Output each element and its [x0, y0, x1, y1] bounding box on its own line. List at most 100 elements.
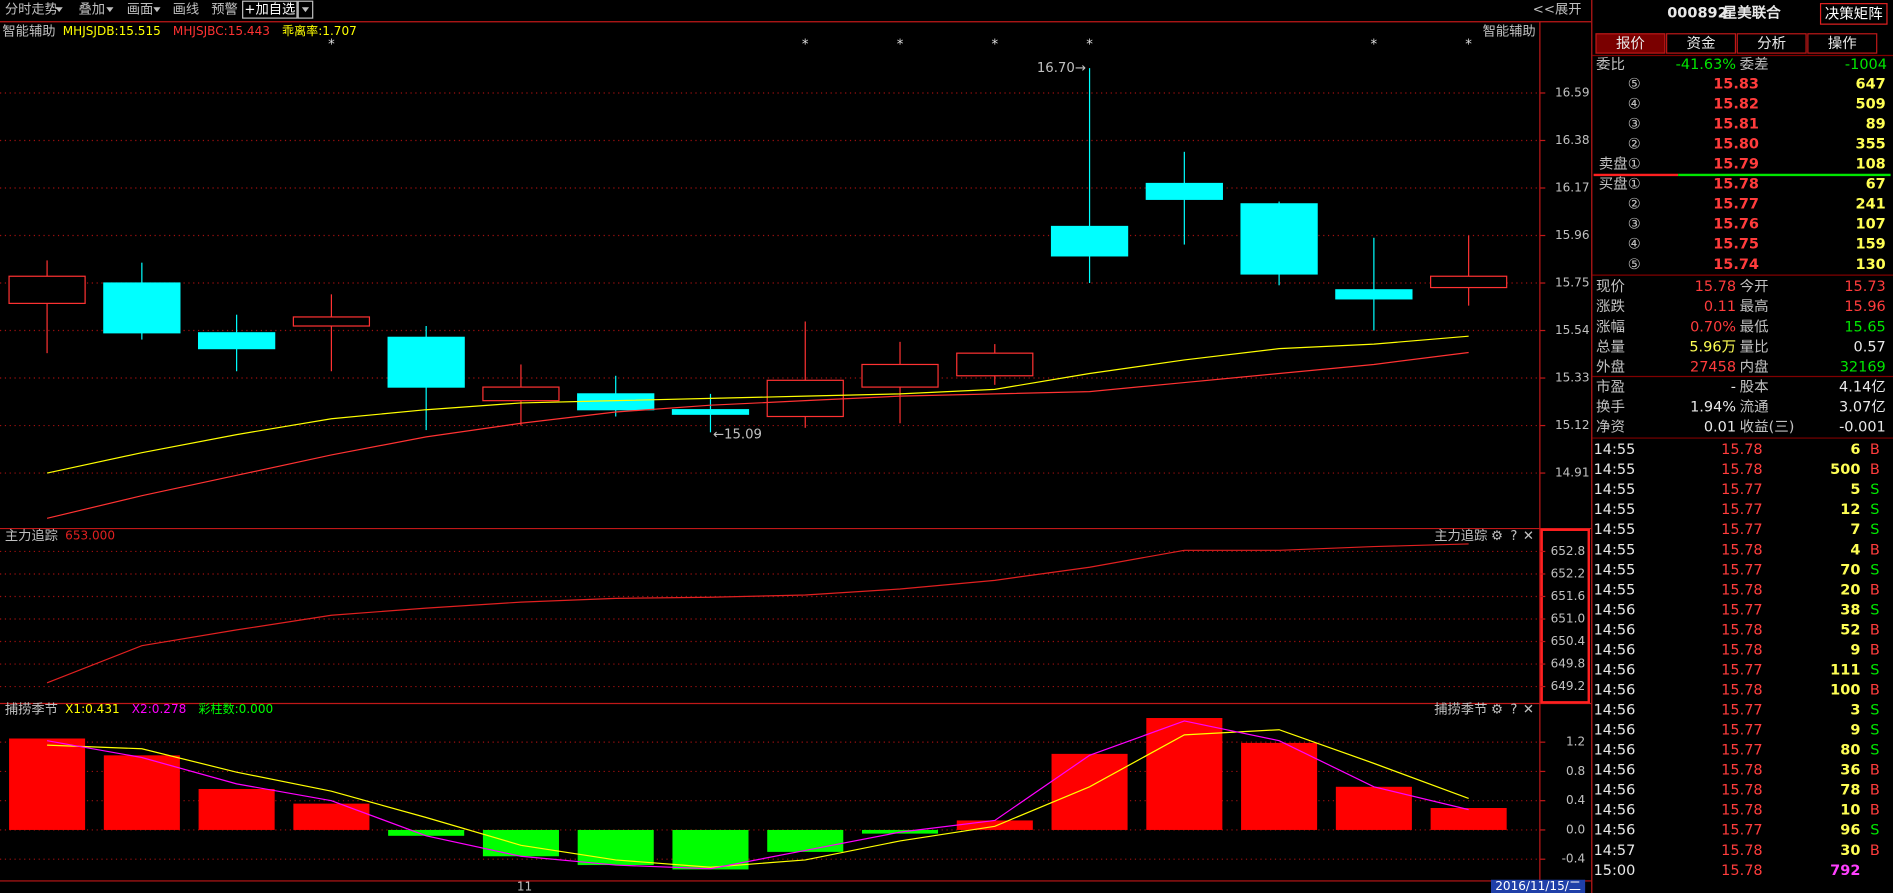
expand-button[interactable]: <<展开: [1533, 3, 1582, 18]
trade-side: B: [1870, 843, 1880, 859]
add-button[interactable]: +加自选: [244, 2, 295, 18]
y-tick-label: 15.75: [1555, 276, 1590, 290]
toolbar-item[interactable]: 画面: [127, 3, 154, 18]
level-label: ③: [1628, 217, 1641, 233]
bar: [103, 755, 180, 830]
level-volume: 355: [1856, 137, 1886, 153]
trade-price: 15.77: [1721, 602, 1762, 618]
level-price: 15.78: [1713, 177, 1759, 193]
candle-body: [956, 352, 1034, 377]
stat-label: 量比: [1740, 338, 1769, 355]
trade-side: S: [1870, 743, 1879, 759]
candle-body: [1050, 225, 1129, 257]
tab[interactable]: 资金: [1687, 35, 1716, 52]
dropdown-icon[interactable]: [153, 7, 161, 13]
y-tick-label: 0.8: [1566, 764, 1585, 778]
date: 2016/11/15/二: [1495, 879, 1581, 893]
toolbar-item[interactable]: 画线: [173, 2, 200, 18]
dropdown-icon[interactable]: [301, 7, 310, 13]
trade-volume: 38: [1840, 602, 1860, 618]
trade-side: S: [1870, 703, 1879, 719]
level-label: ②: [1628, 137, 1641, 153]
matrix-button[interactable]: 决策矩阵: [1825, 5, 1883, 22]
more-box[interactable]: [297, 0, 314, 19]
trade-volume: 792: [1830, 863, 1860, 879]
label: 委差: [1740, 56, 1769, 73]
bar: [767, 829, 844, 852]
toolbar-arrows: [55, 0, 314, 19]
stat-value: 4.14亿: [1839, 378, 1886, 395]
trade-volume: 9: [1850, 642, 1860, 658]
level-label: ④: [1628, 97, 1641, 113]
trade-price: 15.77: [1721, 562, 1762, 578]
low-label: ←15.09: [713, 428, 762, 443]
trade-time: 14:56: [1594, 662, 1636, 678]
level-label: ②: [1628, 197, 1641, 213]
button-box[interactable]: [1819, 3, 1888, 25]
stat-value: 27458: [1690, 359, 1736, 375]
tab-box[interactable]: [1736, 33, 1807, 54]
add-box[interactable]: [242, 0, 298, 19]
signal-marker: *: [328, 38, 335, 53]
help-icon[interactable]: ?: [1510, 703, 1517, 718]
candle-body: [861, 363, 939, 388]
help-icon[interactable]: ?: [1510, 529, 1517, 544]
frame: [0, 0, 1593, 893]
stat-value: 3.07亿: [1839, 398, 1886, 415]
stock-name: 星美联合: [1723, 3, 1781, 21]
trade-volume: 96: [1840, 823, 1860, 839]
trade-time: 15:00: [1594, 863, 1636, 879]
y-tick-label: 15.12: [1555, 418, 1590, 432]
trade-price: 15.78: [1721, 683, 1762, 699]
bar: [1241, 742, 1318, 830]
tab[interactable]: 操作: [1828, 35, 1857, 52]
stat-label: 最低: [1740, 318, 1769, 335]
close-icon[interactable]: ✕: [1523, 529, 1534, 544]
stat-label: 涨跌: [1596, 298, 1625, 315]
trade-time: 14:55: [1594, 462, 1636, 478]
trade-volume: 500: [1830, 462, 1860, 478]
tab-box[interactable]: [1666, 33, 1737, 54]
date-box: [1490, 879, 1586, 893]
stat-value: 0.57: [1854, 339, 1886, 355]
stat-value: 5.96万: [1689, 339, 1736, 355]
level-volume: 108: [1856, 157, 1886, 173]
stat-label: 收益(三): [1740, 418, 1795, 435]
trade-price: 15.77: [1721, 522, 1762, 538]
toolbar-item[interactable]: 预警: [211, 2, 238, 18]
tab-box[interactable]: [1807, 33, 1878, 54]
tab[interactable]: 分析: [1757, 35, 1786, 52]
candle-body: [1335, 289, 1413, 300]
y-tick-label: -0.4: [1562, 852, 1586, 866]
trade-volume: 78: [1840, 783, 1860, 799]
trade-side: B: [1870, 642, 1880, 658]
tab[interactable]: 报价: [1616, 35, 1645, 52]
high-label: 16.70→: [1037, 61, 1086, 76]
trade-price: 15.78: [1721, 542, 1762, 558]
trade-time: 14:56: [1594, 723, 1636, 739]
candle-body: [197, 332, 276, 350]
toolbar-item[interactable]: 叠加: [78, 2, 105, 18]
close-icon[interactable]: ✕: [1523, 703, 1534, 718]
candle-body: [482, 386, 560, 402]
trade-volume: 100: [1830, 683, 1860, 699]
legend-entry: 653.000: [65, 528, 115, 542]
trade-time: 14:55: [1594, 562, 1636, 578]
dropdown-icon[interactable]: [55, 7, 63, 13]
level-volume: 130: [1856, 257, 1886, 273]
trade-time: 14:56: [1594, 642, 1636, 658]
trade-volume: 80: [1840, 743, 1860, 759]
trade-price: 15.78: [1721, 783, 1762, 799]
stat-value: 1.94%: [1690, 399, 1736, 415]
trade-price: 15.77: [1721, 662, 1762, 678]
settings-icon[interactable]: ⚙: [1491, 703, 1503, 718]
settings-icon[interactable]: ⚙: [1491, 529, 1503, 544]
tab-box[interactable]: [1595, 33, 1666, 54]
toolbar-item[interactable]: 分时走势: [5, 2, 58, 18]
dropdown-icon[interactable]: [106, 7, 114, 13]
candle-body: [1430, 275, 1508, 289]
candle-body: [103, 282, 181, 334]
trade-side: B: [1870, 803, 1880, 819]
y-tick-label: 651.0: [1551, 612, 1586, 626]
